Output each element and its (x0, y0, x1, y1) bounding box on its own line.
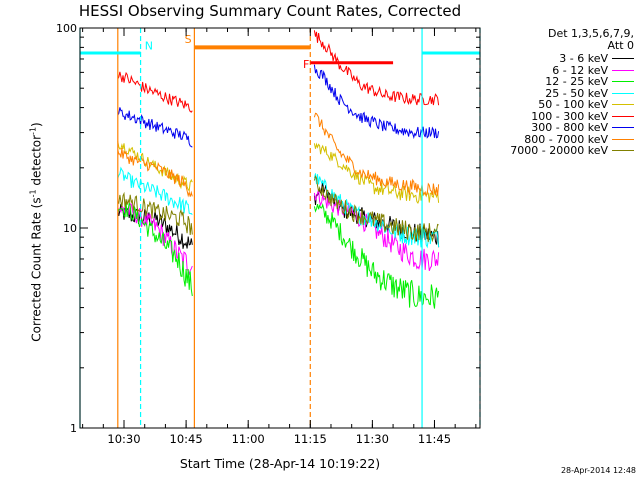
marker-label: F (303, 58, 309, 71)
legend-entry-swatch (612, 81, 634, 83)
legend-entry-label: 12 - 25 keV (545, 75, 608, 88)
legend: Det 1,3,5,6,7,9, Att 0 3 - 6 keV 6 - 12 k… (470, 28, 634, 157)
legend-entry-label: 300 - 800 keV (531, 121, 608, 134)
series-line (117, 148, 193, 198)
legend-entry-swatch (612, 127, 634, 129)
x-tick-label: 11:15 (294, 432, 327, 446)
x-tick-label: 11:00 (232, 432, 265, 446)
legend-attenuator: Att 0 (607, 38, 634, 52)
y-tick-label: 100 (56, 22, 77, 35)
legend-entry: 25 - 50 keV (470, 86, 634, 100)
legend-entry-label: 800 - 7000 keV (524, 132, 608, 146)
legend-entry-swatch (612, 138, 634, 140)
series-line (117, 71, 193, 113)
series-line (313, 202, 440, 309)
legend-entry: 7000 - 20000 keV (470, 145, 634, 157)
generation-timestamp: 28-Apr-2014 12:48 (560, 466, 636, 475)
series-line (313, 175, 439, 243)
legend-entry: 3 - 6 keV (470, 53, 634, 65)
marker-label: N (145, 40, 153, 53)
marker-label: S (185, 33, 192, 46)
x-axis-title: Start Time (28-Apr-14 10:19:22) (179, 456, 381, 471)
legend-entry-swatch (612, 58, 634, 60)
legend-entry: 800 - 7000 keV (470, 132, 634, 146)
x-tick-label: 11:30 (356, 432, 389, 446)
series-line (117, 191, 193, 236)
series-line (313, 142, 440, 205)
legend-entry: 6 - 12 keV (470, 63, 634, 77)
series-line (117, 166, 193, 216)
series-line (313, 189, 440, 271)
legend-entry: 50 - 100 keV (470, 99, 634, 111)
series-line (313, 64, 440, 140)
legend-entry-swatch (612, 69, 634, 71)
x-tick-label: 11:45 (418, 432, 451, 446)
y-tick-label: 10 (63, 222, 77, 235)
legend-entry-label: 3 - 6 keV (559, 52, 608, 65)
legend-entry: 300 - 800 keV (470, 122, 634, 134)
x-tick-label: 10:30 (107, 432, 140, 446)
legend-entry-label: 50 - 100 keV (538, 98, 608, 111)
series-line (117, 203, 193, 276)
y-axis-title: Corrected Count Rate (s-1 detector-1) (28, 122, 44, 342)
legend-entry: 100 - 300 keV (470, 109, 634, 123)
legend-detectors: Det 1,3,5,6,7,9, (547, 27, 634, 40)
series-line (117, 202, 193, 297)
legend-entry-swatch (612, 150, 634, 152)
x-tick-label: 10:45 (170, 432, 203, 446)
legend-entry-swatch (612, 92, 634, 94)
chart-title: HESSI Observing Summary Count Rates, Cor… (78, 2, 462, 20)
legend-entry-label: 25 - 50 keV (545, 86, 608, 100)
series-line (313, 112, 440, 197)
legend-entry-label: 7000 - 20000 keV (510, 144, 608, 157)
legend-entry-swatch (612, 115, 634, 117)
y-tick-label: 1 (70, 422, 77, 435)
legend-entry: 12 - 25 keV (470, 76, 634, 88)
legend-entry-label: 100 - 300 keV (531, 109, 608, 123)
legend-header: Det 1,3,5,6,7,9, Att 0 (470, 28, 634, 51)
series-line (117, 107, 193, 148)
legend-entry-swatch (612, 104, 634, 106)
series-line (313, 30, 440, 106)
legend-entry-label: 6 - 12 keV (552, 63, 608, 77)
